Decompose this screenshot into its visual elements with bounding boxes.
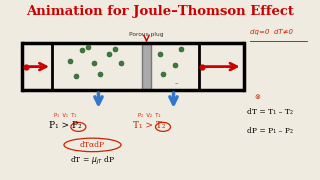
Text: P₁ > P₂: P₁ > P₂ — [49, 122, 82, 130]
Text: Animation for Joule–Thomson Effect: Animation for Joule–Thomson Effect — [26, 5, 294, 18]
Text: Porous plug: Porous plug — [129, 32, 164, 37]
Text: dTαdP: dTαdP — [80, 141, 105, 149]
Text: –: – — [175, 81, 178, 87]
Text: dP = P₁ – P₂: dP = P₁ – P₂ — [246, 127, 292, 135]
Text: dT = $\mu_{JT}$ dP: dT = $\mu_{JT}$ dP — [70, 155, 115, 167]
FancyBboxPatch shape — [142, 43, 151, 90]
Text: P₂  V₂  T₂: P₂ V₂ T₂ — [138, 112, 161, 118]
Text: T₁ > T₂: T₁ > T₂ — [133, 122, 166, 130]
Text: ⊗: ⊗ — [255, 94, 260, 100]
Text: dT = T₁ – T₂: dT = T₁ – T₂ — [246, 108, 292, 116]
Text: dq=0  dT≠0: dq=0 dT≠0 — [250, 29, 293, 35]
Text: P₁  V₁  T₁: P₁ V₁ T₁ — [54, 112, 77, 118]
